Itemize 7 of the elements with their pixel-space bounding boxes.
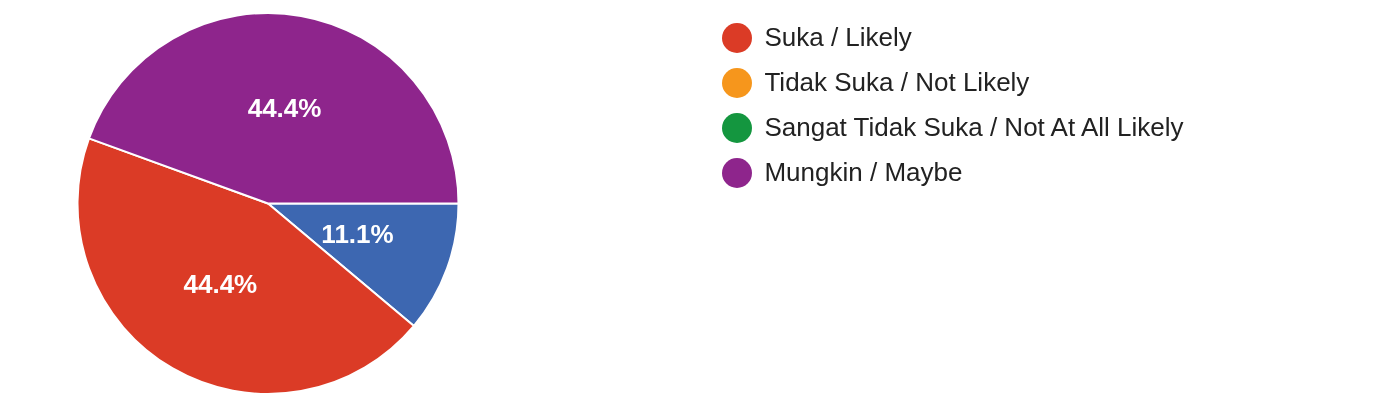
legend-label: Tidak Suka / Not Likely bbox=[764, 67, 1030, 98]
legend-label: Sangat Tidak Suka / Not At All Likely bbox=[764, 112, 1184, 143]
legend-label: Suka / Likely bbox=[764, 22, 912, 53]
legend-label: Mungkin / Maybe bbox=[764, 157, 963, 188]
data-label: 44.4% bbox=[247, 92, 322, 123]
data-label: 44.4% bbox=[183, 269, 258, 300]
data-label: 11.1% bbox=[321, 219, 394, 250]
